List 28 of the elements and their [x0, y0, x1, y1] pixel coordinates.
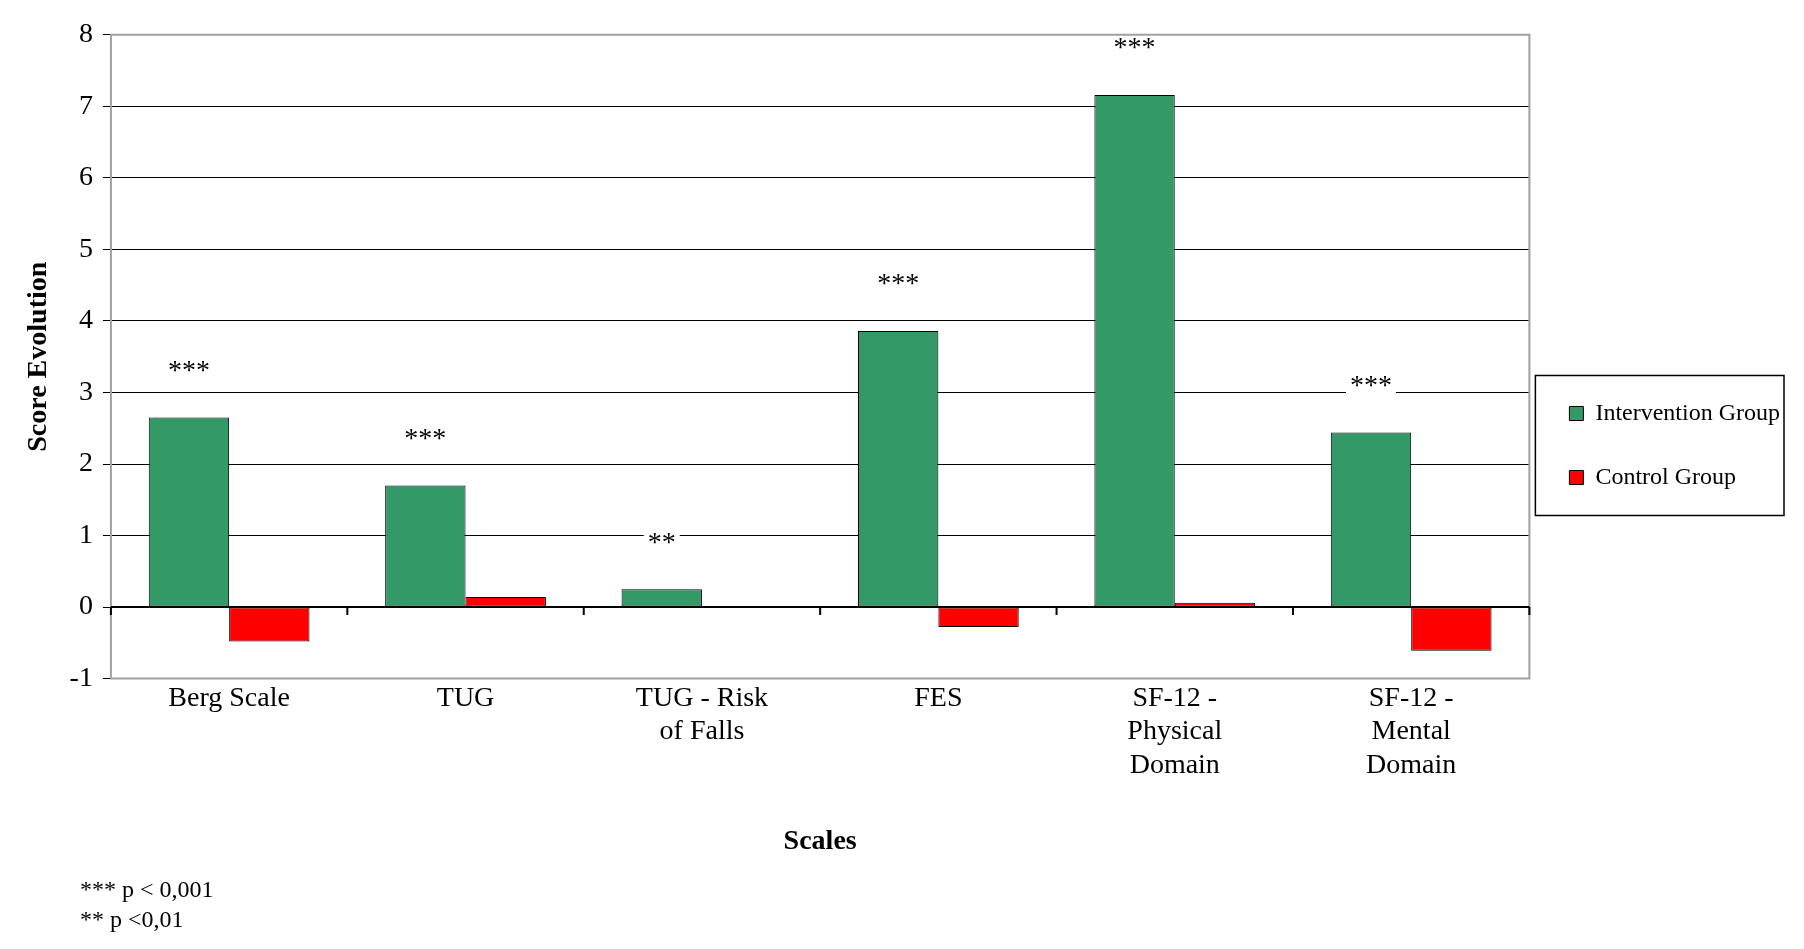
annotation: ***: [877, 267, 920, 299]
x-tick-label: SF-12 - Mental Domain: [1366, 680, 1457, 779]
y-tick-label: 4: [78, 303, 93, 335]
annotation: ***: [167, 353, 210, 385]
y-tick-label: 5: [78, 231, 93, 263]
annotation: ***: [1349, 368, 1392, 400]
y-tick-label: 6: [78, 160, 93, 192]
annotation: **: [647, 525, 676, 557]
text: ** p <0,01: [80, 906, 184, 933]
annotation: ***: [1113, 31, 1156, 63]
x-tick-label: TUG: [436, 680, 495, 712]
x-tick-label: FES: [914, 680, 963, 712]
y-axis-title: Score Evolution: [21, 261, 53, 452]
x-tick-label: SF-12 - Physical Domain: [1127, 680, 1223, 779]
y-tick-label: 7: [78, 88, 93, 120]
y-tick-label: 3: [78, 374, 93, 406]
x-tick-label: Berg Scale: [168, 680, 290, 712]
y-tick-label: -1: [69, 660, 93, 692]
x-tick-label: TUG - Risk of Falls: [635, 680, 769, 746]
y-tick-label: 0: [78, 589, 93, 621]
legend-label: Control Group: [1595, 462, 1737, 489]
x-axis-title: Scales: [783, 824, 857, 856]
y-tick-label: 2: [78, 446, 93, 478]
y-tick-label: 1: [78, 517, 93, 549]
legend-label: Intervention Group: [1595, 398, 1781, 425]
text: *** p < 0,001: [80, 876, 214, 903]
annotation: ***: [404, 421, 447, 453]
y-tick-label: 8: [78, 17, 93, 49]
